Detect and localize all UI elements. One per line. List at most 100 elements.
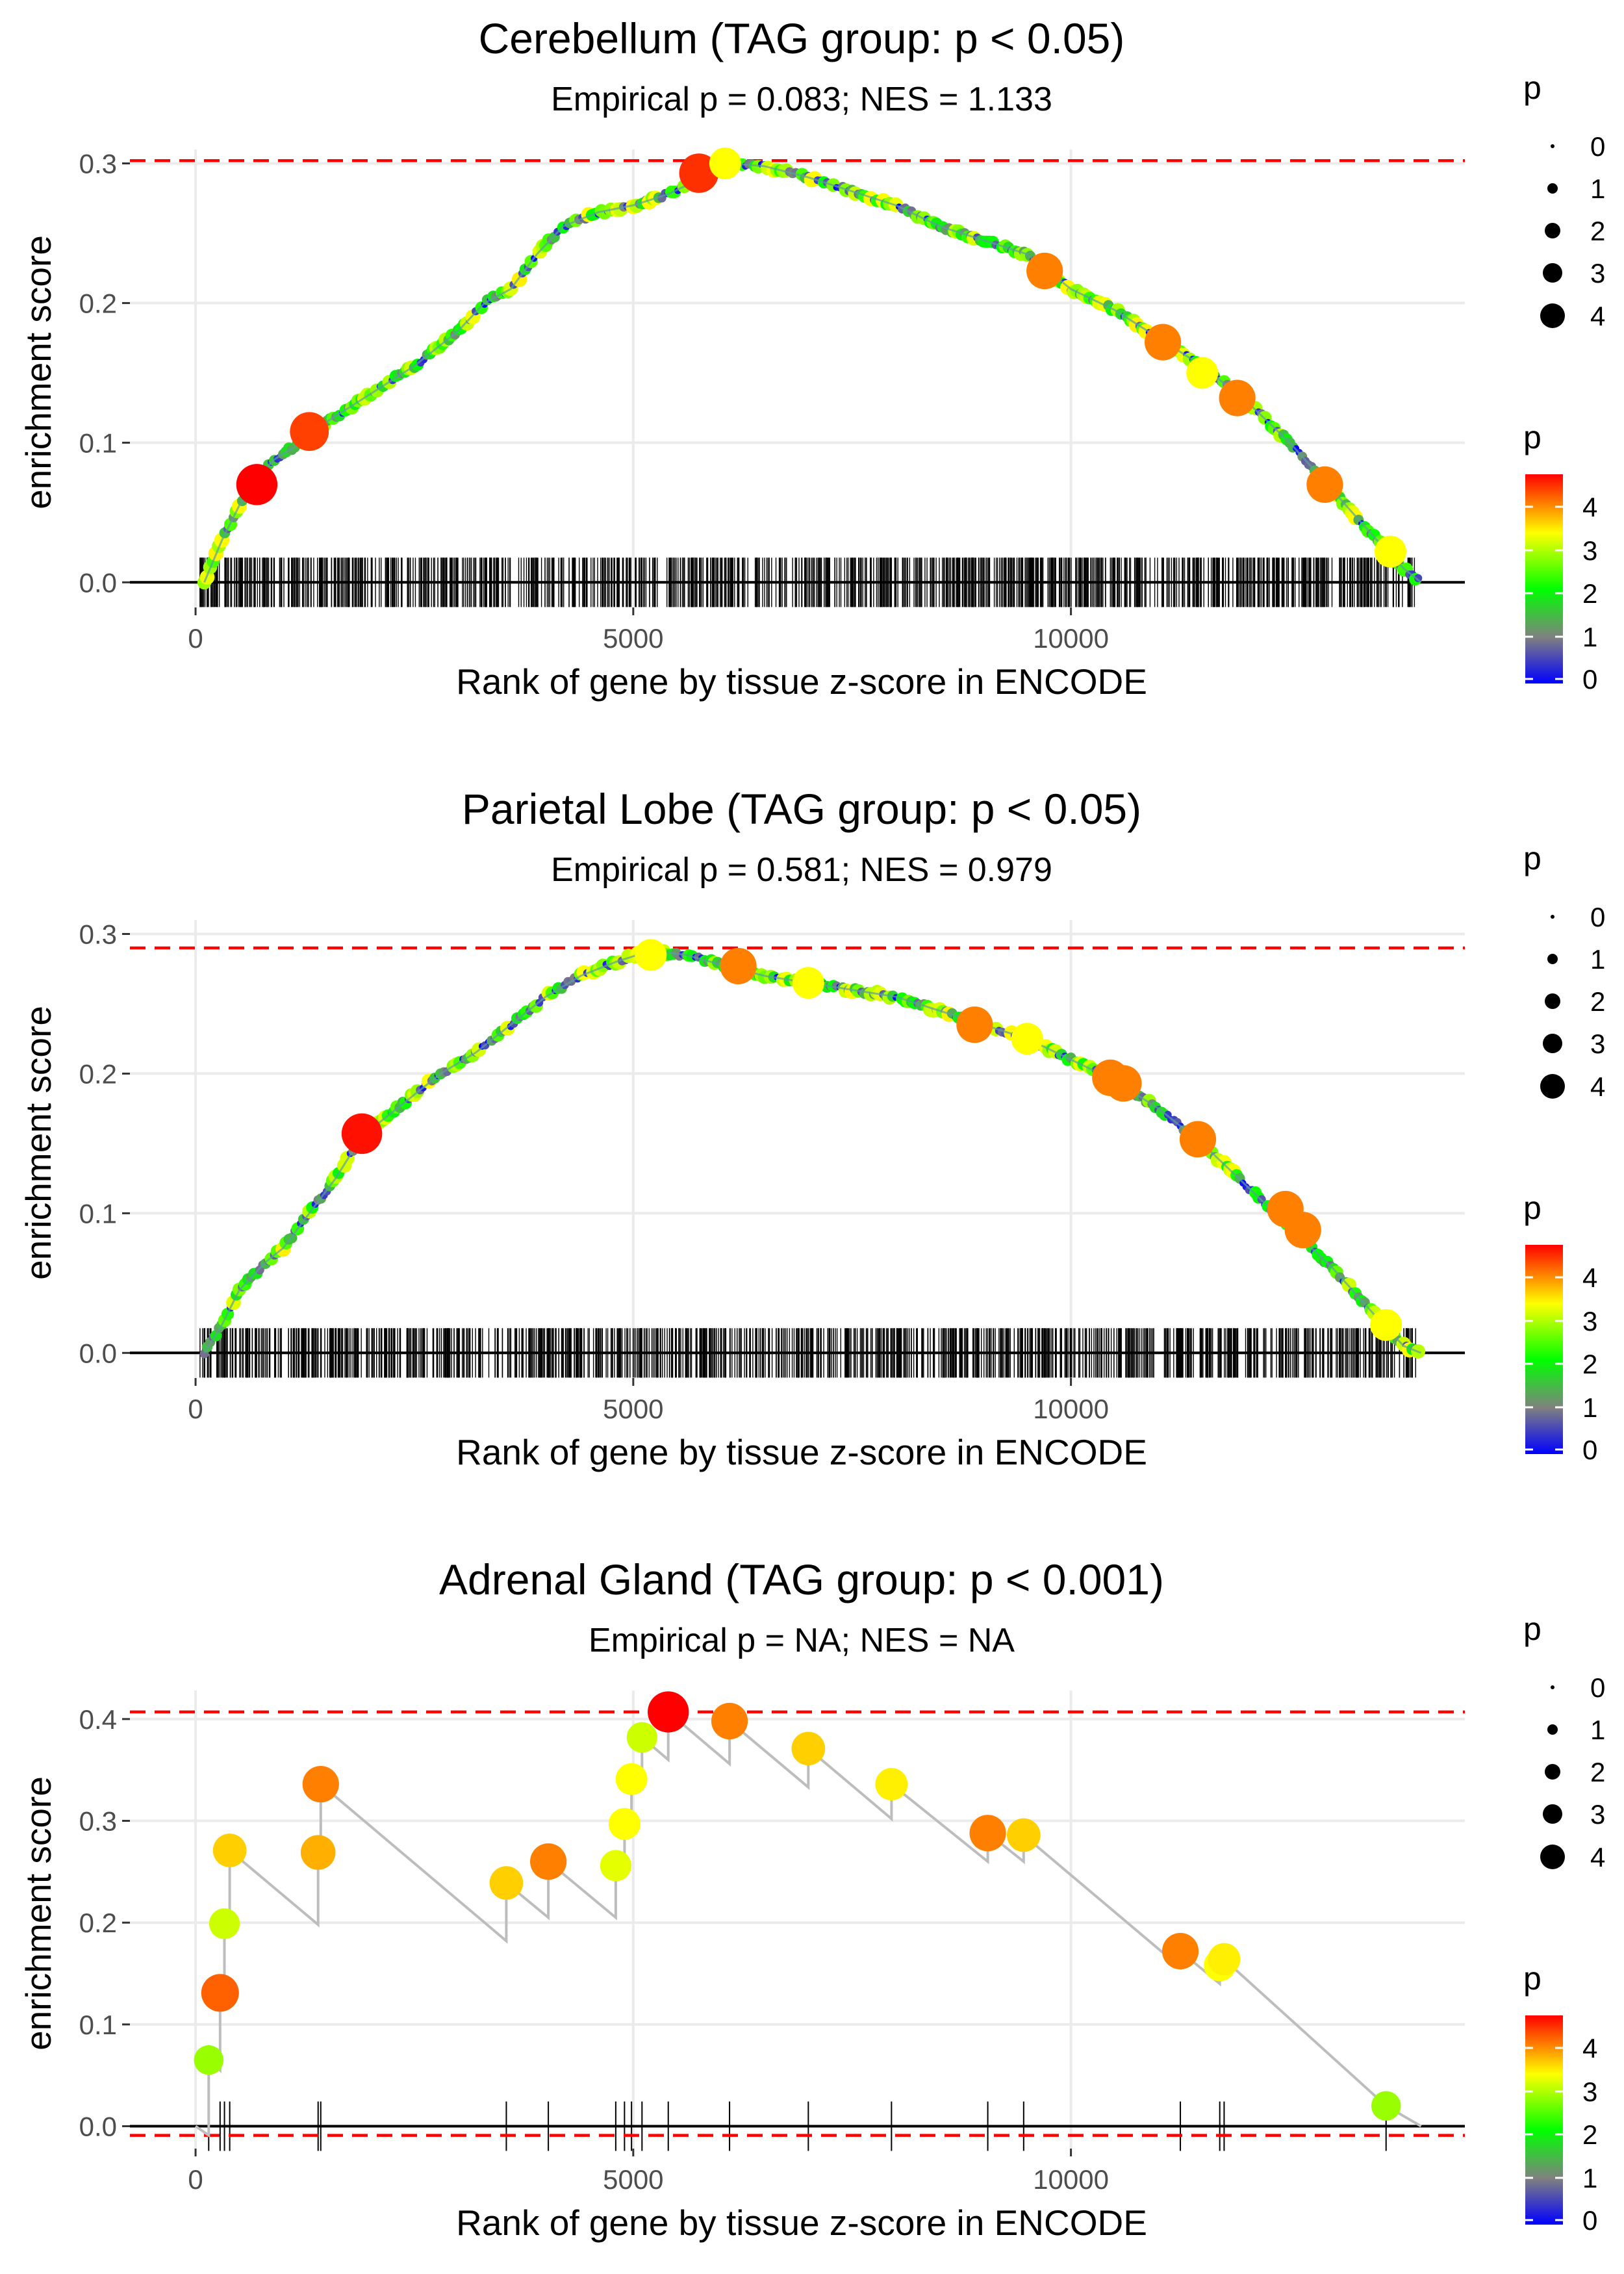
- highlight-point-4: [956, 1006, 993, 1043]
- size-legend-dot-0: [1551, 1685, 1554, 1689]
- color-legend-title: p: [1523, 1190, 1542, 1226]
- colorbar-label-0: 0: [1582, 664, 1597, 695]
- size-legend-label-4: 4: [1590, 1842, 1605, 1872]
- panel-adrenal-gland: Adrenal Gland (TAG group: p < 0.001) Emp…: [18, 1555, 1605, 2243]
- size-legend-label-0: 0: [1590, 902, 1605, 932]
- size-legend-dot-2: [1545, 993, 1560, 1009]
- colorbar-label-0: 0: [1582, 1435, 1597, 1465]
- highlight-point-18: [1161, 1932, 1199, 1970]
- y-tick-label-3: 0.3: [79, 148, 117, 179]
- x-axis-label: Rank of gene by tissue z-score in ENCODE: [456, 1432, 1147, 1472]
- highlight-point-7: [1219, 379, 1256, 416]
- highlight-point-14: [791, 1731, 826, 1766]
- y-tick-label-0: 0.0: [79, 2112, 117, 2142]
- y-tick-label-1: 0.1: [79, 1198, 117, 1229]
- highlight-point-16: [969, 1815, 1006, 1852]
- size-legend-dot-0: [1551, 144, 1554, 148]
- x-tick-label-1: 5000: [603, 2164, 663, 2195]
- size-legend: p 0 1 2 3 4: [1523, 840, 1605, 1102]
- color-legend: p 0 1 2 3 4: [1523, 1190, 1597, 1465]
- x-tick-label-1: 5000: [603, 623, 663, 654]
- colorbar-label-2: 2: [1582, 578, 1597, 609]
- size-legend-label-3: 3: [1590, 1799, 1605, 1830]
- highlight-point-6: [1186, 357, 1219, 389]
- colorbar-label-3: 3: [1582, 2076, 1597, 2107]
- colorbar-label-3: 3: [1582, 1306, 1597, 1336]
- highlight-point-9: [1374, 535, 1406, 568]
- chart-title: Parietal Lobe (TAG group: p < 0.05): [462, 785, 1141, 833]
- highlight-point-11: [626, 1722, 657, 1753]
- color-legend: p 0 1 2 3 4: [1523, 419, 1597, 695]
- size-legend-label-0: 0: [1590, 131, 1605, 162]
- size-legend: p 0 1 2 3 4: [1523, 70, 1605, 331]
- y-tick-label-1: 0.1: [79, 428, 117, 458]
- x-tick-label-0: 0: [188, 1394, 203, 1424]
- x-tick-label-2: 10000: [1033, 623, 1109, 654]
- size-legend-label-0: 0: [1590, 1672, 1605, 1703]
- panel-parietal-lobe: Parietal Lobe (TAG group: p < 0.05) Empi…: [18, 785, 1605, 1472]
- highlight-point-9: [608, 1808, 641, 1840]
- highlight-point-13: [711, 1702, 748, 1740]
- highlight-point-8: [1306, 466, 1343, 503]
- highlight-point-12: [648, 1691, 689, 1733]
- chart-subtitle: Empirical p = 0.083; NES = 1.133: [551, 81, 1052, 118]
- color-legend: p 0 1 2 3 4: [1523, 1960, 1597, 2236]
- colorbar-label-2: 2: [1582, 2119, 1597, 2150]
- size-legend-label-1: 1: [1590, 173, 1605, 204]
- size-legend-title: p: [1523, 840, 1542, 876]
- chart-subtitle: Empirical p = 0.581; NES = 0.979: [551, 851, 1052, 889]
- es-curve: [203, 162, 1422, 583]
- highlight-point-3: [792, 967, 824, 999]
- highlight-point-4: [300, 1835, 336, 1870]
- size-legend-label-1: 1: [1590, 944, 1605, 975]
- highlight-point-1: [635, 939, 667, 971]
- highlight-point-5: [302, 1766, 339, 1803]
- size-legend-dot-2: [1545, 1764, 1560, 1780]
- highlight-point-10: [615, 1763, 648, 1795]
- y-tick-label-1: 0.1: [79, 2010, 117, 2040]
- highlight-point-2: [720, 947, 757, 985]
- chart-title: Adrenal Gland (TAG group: p < 0.001): [439, 1555, 1164, 1603]
- highlight-point-15: [875, 1768, 908, 1801]
- colorbar: [1525, 2015, 1563, 2225]
- es-point: [1414, 574, 1423, 583]
- highlight-point-21: [1371, 2091, 1401, 2121]
- y-axis-label: enrichment score: [18, 235, 58, 509]
- highlight-point-7: [1105, 1065, 1142, 1102]
- es-points: [197, 158, 1423, 590]
- highlight-point-1: [290, 412, 329, 452]
- highlight-point-4: [1026, 252, 1063, 290]
- highlight-point-6: [489, 1866, 524, 1900]
- size-legend-dot-4: [1540, 1845, 1565, 1869]
- y-tick-label-2: 0.2: [79, 288, 117, 318]
- highlight-point-7: [530, 1843, 567, 1880]
- x-tick-label-1: 5000: [603, 1394, 663, 1424]
- panel-cerebellum: Cerebellum (TAG group: p < 0.05) Empiric…: [18, 14, 1605, 702]
- color-legend-title: p: [1523, 419, 1542, 455]
- highlight-point-0: [341, 1113, 383, 1155]
- highlight-point-2: [209, 1908, 240, 1939]
- highlight-point-0: [236, 464, 278, 505]
- plot-area: 0 5000 10000 0.0 0.1 0.2 0.3 0.4: [79, 1691, 1465, 2195]
- highlight-point-10: [1284, 1212, 1321, 1249]
- y-tick-label-0: 0.0: [79, 567, 117, 598]
- x-tick-label-0: 0: [188, 2164, 203, 2195]
- x-tick-label-2: 10000: [1033, 2164, 1109, 2195]
- hit-ticks: [208, 2101, 1387, 2151]
- size-legend-title: p: [1523, 1611, 1542, 1647]
- highlight-point-0: [194, 2045, 223, 2075]
- x-tick-label-0: 0: [188, 623, 203, 654]
- chart-title: Cerebellum (TAG group: p < 0.05): [479, 14, 1125, 62]
- highlight-point-2: [679, 153, 719, 193]
- size-legend-label-4: 4: [1590, 1071, 1605, 1102]
- colorbar: [1525, 474, 1563, 683]
- size-legend-dot-3: [1543, 1034, 1562, 1053]
- y-tick-label-3: 0.3: [79, 1806, 117, 1837]
- size-legend-label-1: 1: [1590, 1715, 1605, 1745]
- y-tick-label-2: 0.2: [79, 1058, 117, 1089]
- size-legend-label-2: 2: [1590, 1757, 1605, 1787]
- size-legend-dot-3: [1543, 1804, 1562, 1824]
- y-tick-label-2: 0.2: [79, 1908, 117, 1938]
- y-axis-label: enrichment score: [18, 1776, 58, 2050]
